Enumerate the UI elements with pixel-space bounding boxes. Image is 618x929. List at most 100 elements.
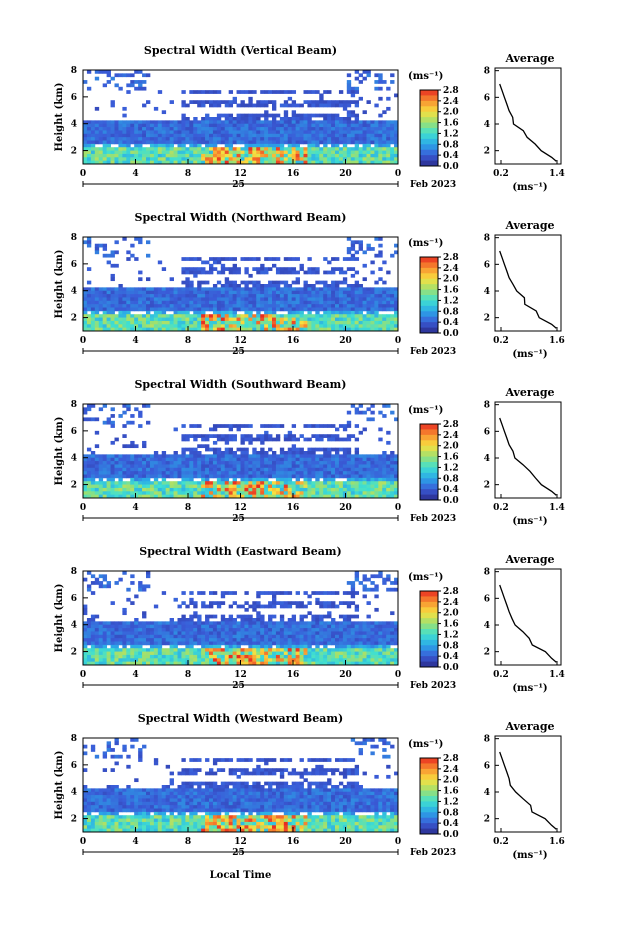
heatmap-cell	[205, 477, 210, 482]
heatmap-cell	[319, 481, 324, 485]
heatmap-cell	[149, 297, 155, 302]
heatmap-cell	[264, 140, 269, 145]
heatmap-cell	[370, 290, 375, 295]
heatmap-cell	[252, 618, 257, 622]
heatmap-cell	[275, 638, 281, 642]
heatmap-cell	[303, 113, 308, 118]
heatmap-cell	[323, 471, 328, 475]
heatmap-cell	[212, 304, 218, 308]
heatmap-cell	[362, 300, 367, 305]
heatmap-cell	[311, 424, 316, 428]
heatmap-cell	[86, 447, 92, 452]
heatmap-cell	[114, 157, 119, 162]
heatmap-cell	[299, 120, 304, 125]
heatmap-cell	[382, 140, 387, 145]
x-tick-label: 0	[80, 169, 86, 179]
heatmap-cell	[366, 127, 371, 131]
heatmap-cell	[350, 484, 356, 489]
heatmap-cell	[256, 591, 261, 595]
heatmap-cell	[354, 157, 360, 162]
heatmap-cell	[307, 601, 312, 605]
heatmap-cell	[295, 591, 300, 595]
heatmap-cell	[197, 424, 202, 428]
heatmap-cell	[283, 320, 289, 325]
heatmap-cell	[212, 634, 218, 639]
heatmap-cell	[303, 614, 308, 619]
heatmap-cell	[295, 661, 300, 666]
heatmap-cell	[366, 314, 371, 318]
heatmap-cell	[201, 133, 206, 138]
heatmap-cell	[94, 464, 100, 469]
heatmap-cell	[216, 464, 222, 469]
heatmap-cell	[138, 491, 143, 496]
heatmap-cell	[279, 634, 285, 639]
heatmap-cell	[224, 461, 230, 465]
heatmap-cell	[354, 294, 360, 298]
heatmap-cell	[94, 641, 100, 646]
heatmap-cell	[295, 487, 300, 492]
heatmap-cell	[181, 300, 186, 305]
heatmap-cell	[354, 160, 360, 165]
heatmap-cell	[138, 661, 143, 666]
heatmap-cell	[386, 320, 391, 325]
heatmap-cell	[142, 584, 147, 589]
heatmap-cell	[142, 327, 147, 332]
heatmap-cell	[197, 297, 202, 302]
heatmap-cell	[342, 427, 348, 432]
heatmap-cell	[118, 624, 123, 629]
heatmap-cell	[283, 157, 289, 162]
heatmap-cell	[149, 130, 155, 135]
heatmap-cell	[291, 304, 297, 308]
heatmap-cell	[307, 113, 312, 118]
heatmap-cell	[299, 290, 304, 295]
heatmap-cell	[260, 304, 265, 308]
heatmap-cell	[106, 467, 111, 472]
heatmap-cell	[327, 310, 332, 315]
heatmap-cell	[394, 157, 399, 162]
heatmap-cell	[378, 307, 383, 312]
heatmap-cell	[169, 120, 174, 125]
heatmap-cell	[366, 417, 371, 422]
heatmap-cell	[382, 127, 387, 131]
heatmap-cell	[134, 86, 139, 91]
heatmap-cell	[122, 147, 127, 151]
heatmap-cell	[224, 454, 230, 459]
heatmap-cell	[169, 147, 174, 151]
heatmap-cell	[177, 297, 182, 302]
heatmap-cell	[205, 137, 210, 141]
heatmap-cell	[268, 651, 273, 656]
heatmap-cell	[315, 267, 320, 271]
heatmap-cell	[224, 474, 230, 479]
heatmap-cell	[90, 140, 96, 145]
heatmap-cell	[244, 654, 249, 659]
heatmap-cell	[272, 591, 277, 595]
heatmap-cell	[106, 324, 111, 329]
heatmap-cell	[354, 474, 360, 479]
heatmap-cell	[335, 120, 340, 125]
heatmap-cell	[94, 160, 100, 165]
heatmap-cell	[153, 160, 159, 165]
heatmap-cell	[268, 100, 273, 104]
heatmap-cell	[126, 634, 131, 639]
heatmap-cell	[374, 73, 379, 78]
heatmap-cell	[335, 287, 340, 292]
heatmap-cell	[279, 130, 285, 135]
heatmap-cell	[315, 461, 320, 465]
heatmap-cell	[256, 150, 261, 155]
heatmap-cell	[193, 614, 198, 619]
heatmap-cell	[201, 434, 206, 438]
heatmap-cell	[240, 90, 245, 94]
heatmap-cell	[338, 147, 344, 151]
heatmap-cell	[236, 120, 241, 125]
heatmap-cell	[189, 157, 194, 162]
heatmap-cell	[157, 641, 163, 646]
heatmap-cell	[126, 467, 131, 472]
heatmap-cell	[283, 604, 289, 609]
heatmap-cell	[272, 661, 277, 666]
heatmap-cell	[236, 287, 241, 292]
heatmap-cell	[256, 661, 261, 666]
heatmap-cell	[114, 127, 119, 131]
heatmap-cell	[248, 290, 253, 295]
heatmap-cell	[350, 110, 356, 115]
heatmap-cell	[149, 624, 155, 629]
